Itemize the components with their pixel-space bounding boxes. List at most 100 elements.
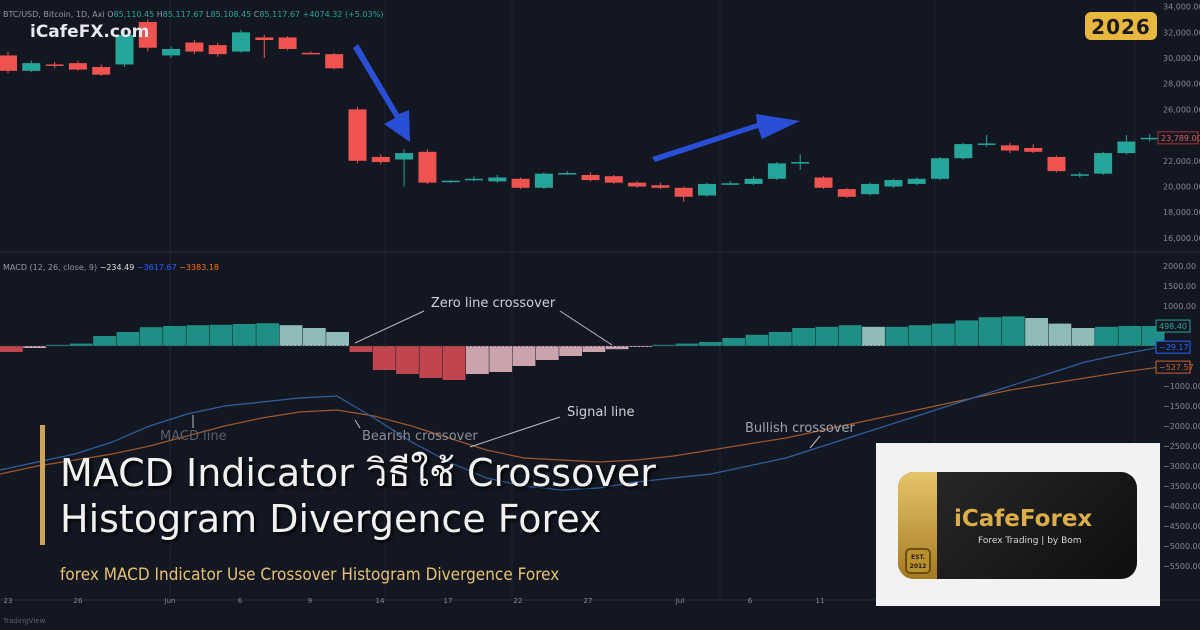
histogram-bar: [256, 323, 280, 346]
candle-body: [558, 173, 577, 175]
time-tick: 26: [74, 597, 83, 605]
candle-body: [977, 143, 996, 145]
annotation-line: [354, 310, 425, 344]
close-label: C: [253, 10, 260, 19]
candle-body: [488, 177, 507, 182]
histogram-bar: [512, 346, 536, 366]
macd-tick: −5500.00: [1163, 562, 1200, 571]
candle-body: [0, 55, 17, 71]
candle-body: [22, 63, 41, 71]
bullish-crossover-label: Bullish crossover: [745, 421, 855, 436]
candle-body: [162, 49, 181, 56]
candle-body: [92, 66, 111, 75]
candle-body: [278, 37, 297, 50]
candle-body: [1070, 174, 1089, 176]
candle-body: [45, 64, 64, 66]
histogram-bar: [116, 332, 140, 346]
histogram-bar: [699, 342, 722, 346]
annotation-line: [469, 416, 561, 448]
histogram-bar: [93, 336, 116, 346]
chart-header: BTC/USD, Bitcoin, 1D, Axi O85,110.45 H85…: [3, 10, 383, 19]
page-title: MACD Indicator วิธีใช้ Crossover Histogr…: [60, 450, 656, 542]
logo-name: iCafeForex: [954, 506, 1093, 532]
histogram-bar: [768, 332, 792, 346]
logo: EST. 2012 iCafeForex Forex Trading | by …: [876, 443, 1160, 606]
candle-body: [138, 22, 157, 48]
time-tick: 6: [238, 597, 243, 605]
macd-hist-value: −234.49: [99, 263, 135, 272]
candle-body: [418, 151, 437, 183]
candle-body: [325, 54, 344, 69]
time-tick: 6: [748, 597, 753, 605]
histogram-bar: [815, 326, 839, 346]
time-tick: 9: [308, 597, 312, 605]
price-tick: 28,000.00: [1163, 80, 1200, 89]
candle-body: [931, 158, 949, 179]
candle-body: [395, 153, 414, 160]
histogram-bar: [466, 346, 489, 374]
candle-body: [674, 187, 693, 197]
title-line-1: MACD Indicator วิธีใช้ Crossover: [60, 451, 656, 495]
candle-body: [581, 174, 600, 181]
symbol-label: BTC/USD, Bitcoin, 1D, Axi: [3, 10, 105, 19]
candle-body: [232, 32, 250, 52]
price-tick: 30,000.00: [1163, 54, 1200, 63]
candle-body: [628, 182, 647, 187]
macd-hist-label-box: [1155, 319, 1191, 333]
zero-line-crossover-label: Zero line crossover: [431, 296, 556, 311]
histogram-bar: [372, 346, 396, 370]
candle-body: [698, 183, 716, 196]
candle-body: [861, 183, 880, 195]
histogram-bar: [535, 346, 559, 360]
signal-line: [0, 366, 1161, 475]
arrow-up-icon: [652, 114, 800, 162]
candle-body: [441, 180, 460, 183]
bearish-crossover-label: Bearish crossover: [362, 429, 478, 444]
histogram-bar: [955, 320, 979, 346]
price-tick: 32,000.00: [1163, 28, 1200, 37]
open-label: O: [107, 10, 114, 19]
histogram-bar: [605, 346, 629, 350]
candle-body: [651, 185, 670, 188]
candle-body: [721, 183, 740, 185]
histogram-bar: [1025, 318, 1048, 346]
histogram-bar: [862, 326, 885, 346]
histogram-bar: [1095, 326, 1118, 346]
candle-body: [791, 162, 810, 164]
price-tick: 20,000.00: [1163, 183, 1200, 192]
macd-tick: 2000.00: [1163, 262, 1196, 271]
candle-body: [68, 63, 87, 70]
histogram-bar: [745, 334, 769, 346]
histogram-bar: [163, 326, 186, 346]
histogram-bar: [675, 343, 699, 346]
last-price-label: 23,789.00: [1161, 134, 1200, 143]
close-value: 85,117.67: [259, 10, 301, 19]
candle-body: [185, 42, 204, 52]
histogram-bar: [838, 325, 862, 346]
subtitle: forex MACD Indicator Use Crossover Histo…: [60, 565, 560, 585]
title-line-2: Histogram Divergence Forex: [60, 497, 602, 541]
histogram-bar: [186, 325, 210, 346]
watermark: iCafeFX.com: [30, 22, 150, 42]
histogram-bar: [792, 328, 815, 346]
candle-body: [954, 144, 973, 159]
time-tick: Jul: [675, 597, 685, 605]
histogram-bar: [559, 346, 582, 356]
candle-body: [255, 37, 274, 41]
high-label: H: [156, 10, 163, 19]
histogram-bar: [0, 346, 23, 352]
histogram-bar: [209, 324, 233, 346]
histogram-bar: [349, 346, 373, 352]
macd-tick: −4500.00: [1163, 522, 1200, 531]
time-tick: 23: [4, 597, 13, 605]
histogram-bar: [23, 346, 47, 348]
candle-body: [371, 156, 390, 163]
candle-body: [1047, 156, 1066, 172]
histogram-bar: [139, 327, 163, 346]
signal-value: −3383.18: [179, 263, 220, 272]
macd-tick: −2000.00: [1163, 422, 1200, 431]
est-badge: EST. 2012: [905, 548, 931, 574]
histogram-bar: [932, 323, 955, 346]
title-accent-bar: [40, 425, 45, 545]
